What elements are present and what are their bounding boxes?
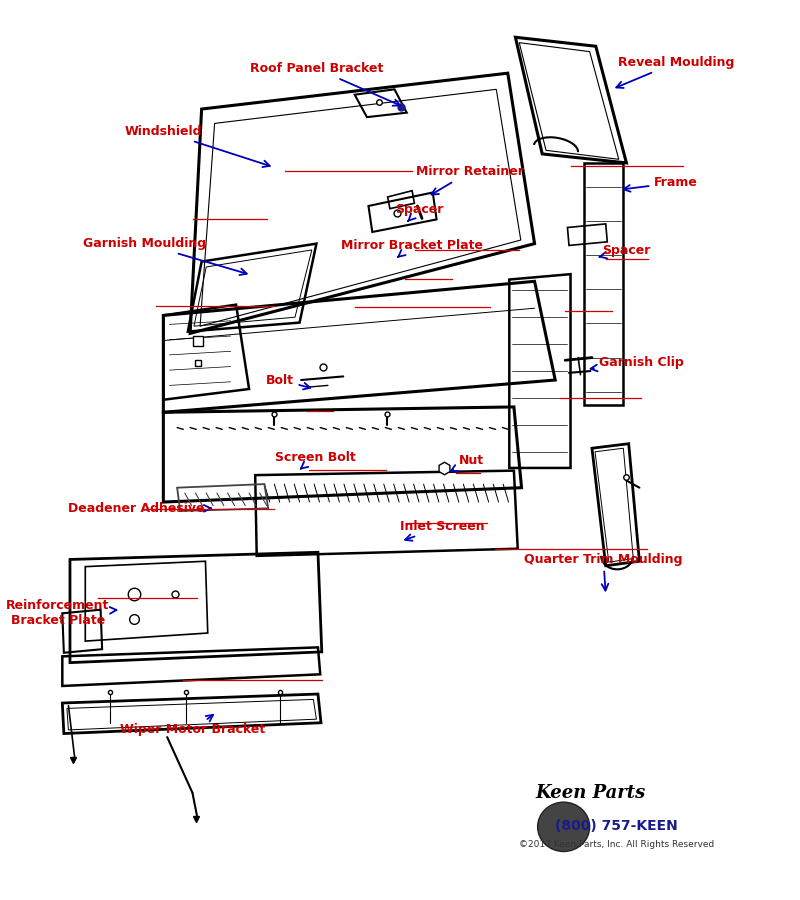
Text: Roof Panel Bracket: Roof Panel Bracket [250,62,400,105]
Text: Inlet Screen: Inlet Screen [400,520,485,541]
Text: Reinforcement
Bracket Plate: Reinforcement Bracket Plate [6,599,110,627]
Text: Windshield: Windshield [125,125,270,167]
Text: Bolt: Bolt [266,374,310,390]
Text: Spacer: Spacer [395,203,444,216]
Text: Mirror Bracket Plate: Mirror Bracket Plate [341,238,483,256]
Text: Garnish Moulding: Garnish Moulding [82,237,206,250]
Text: Frame: Frame [654,176,698,189]
Text: (800) 757-KEEN: (800) 757-KEEN [555,819,678,833]
Text: Frame: Frame [623,176,698,192]
Text: Bolt: Bolt [266,374,294,386]
Text: Garnish Clip: Garnish Clip [590,356,684,372]
Text: Garnish Clip: Garnish Clip [599,356,684,370]
Text: ©2017 Keen Parts, Inc. All Rights Reserved: ©2017 Keen Parts, Inc. All Rights Reserv… [519,840,714,849]
Text: Deadener Adhesive: Deadener Adhesive [68,502,211,515]
Text: Windshield: Windshield [125,125,202,138]
Text: Deadener Adhesive: Deadener Adhesive [68,502,205,515]
Text: Reveal Moulding: Reveal Moulding [618,56,734,69]
Ellipse shape [538,802,590,851]
Text: Spacer: Spacer [599,244,650,258]
Text: Roof Panel Bracket: Roof Panel Bracket [250,62,383,76]
Text: Reinforcement
Bracket Plate: Reinforcement Bracket Plate [6,599,117,627]
Text: Quarter Trim Moulding: Quarter Trim Moulding [524,553,682,566]
Text: Mirror Retainer: Mirror Retainer [415,166,523,178]
Text: Nut: Nut [458,454,483,467]
Text: Mirror Bracket Plate: Mirror Bracket Plate [341,238,483,252]
Text: Keen Parts: Keen Parts [535,784,646,802]
Text: Reveal Moulding: Reveal Moulding [616,56,734,88]
Text: Wiper Motor Bracket: Wiper Motor Bracket [120,715,265,736]
Text: Spacer: Spacer [395,203,444,221]
Text: Nut: Nut [451,454,483,471]
Text: Mirror Retainer: Mirror Retainer [415,166,523,194]
Text: Garnish Moulding: Garnish Moulding [82,237,246,275]
Text: Quarter Trim Moulding: Quarter Trim Moulding [524,553,682,590]
Text: Screen Bolt: Screen Bolt [274,451,355,469]
Text: Inlet Screen: Inlet Screen [400,520,485,533]
Text: Spacer: Spacer [602,244,650,257]
Text: Wiper Motor Bracket: Wiper Motor Bracket [120,724,265,736]
Text: Screen Bolt: Screen Bolt [274,451,355,464]
